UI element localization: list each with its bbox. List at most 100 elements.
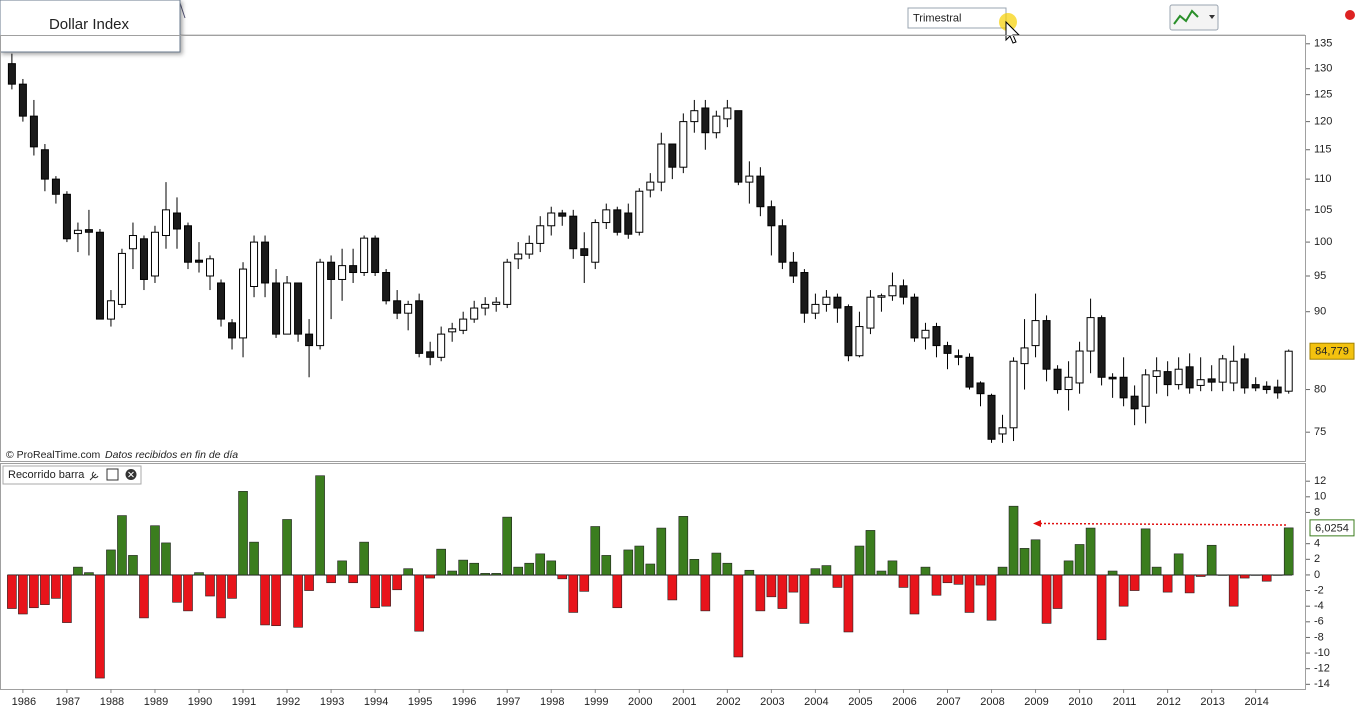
candle-body (987, 394, 996, 440)
bar (414, 574, 424, 632)
x-tick-label: 1989 (144, 696, 168, 708)
candle-body (393, 300, 402, 314)
x-tick-label: 1996 (452, 696, 476, 708)
bar (590, 526, 601, 576)
candle-body (536, 225, 545, 244)
candle-body (1108, 376, 1117, 380)
last-price-tag (1309, 342, 1355, 360)
candle-body (239, 268, 248, 339)
candle-body (635, 190, 644, 233)
bar (843, 574, 854, 633)
indicator-button[interactable] (1169, 4, 1219, 31)
bar (810, 568, 821, 576)
x-tick-label: 1986 (12, 696, 36, 708)
candle-body (525, 242, 534, 255)
title-pin (179, 2, 186, 19)
settings-icon[interactable] (89, 471, 99, 481)
x-tick-label: 2011 (1113, 696, 1137, 708)
candle-body (580, 248, 589, 256)
bar (832, 574, 843, 588)
bar (370, 574, 380, 609)
candle-body (668, 143, 677, 168)
bar (150, 525, 160, 576)
y-tick-label: 110 (1314, 173, 1332, 185)
bar (293, 574, 303, 628)
bar (986, 574, 997, 621)
bar (634, 545, 645, 576)
candle-body (1262, 385, 1271, 391)
candle-body (117, 252, 126, 305)
candle-body (811, 303, 820, 314)
candle-body (547, 212, 556, 227)
bar (95, 574, 105, 679)
candle-body (415, 300, 424, 354)
candle-body (624, 212, 633, 235)
bar (887, 560, 898, 576)
candle-body (734, 110, 743, 183)
bar (1250, 574, 1261, 576)
bar (854, 545, 865, 576)
y-tick-label: 120 (1314, 116, 1332, 128)
plot: 1986 1987 1988 1989 1990 1991 1992 1993 1994 1995… (7, 38, 1355, 708)
bar (183, 574, 193, 612)
bar (62, 574, 72, 623)
candle-body (1229, 360, 1238, 384)
bar (1063, 560, 1074, 576)
y-tick-label: 2 (1314, 553, 1320, 565)
bar (601, 555, 612, 576)
candle-body (84, 229, 93, 233)
candle-body (646, 181, 655, 191)
candle-body (690, 110, 699, 123)
bar (447, 570, 457, 576)
candle-body (844, 306, 853, 357)
bar (1129, 574, 1140, 591)
candle-body (822, 296, 831, 305)
bar (1272, 574, 1283, 576)
window-icon[interactable] (106, 468, 119, 481)
indicator-panel (0, 463, 1306, 690)
bar (1217, 574, 1228, 576)
bar (898, 574, 909, 588)
candle-body (965, 356, 974, 388)
bar (909, 574, 920, 615)
candle-body (998, 427, 1007, 435)
bar (1195, 574, 1206, 577)
bar (1261, 574, 1272, 582)
y-tick-label: -2 (1314, 584, 1324, 596)
candle-body (1141, 374, 1150, 407)
bar (1107, 570, 1118, 576)
bar (920, 566, 931, 576)
bar (249, 541, 259, 576)
candle-body (745, 175, 754, 183)
y-tick-label: 10 (1314, 491, 1326, 503)
candle-body (943, 345, 952, 354)
bar (73, 566, 83, 576)
bar (513, 566, 524, 576)
candle-body (459, 318, 468, 331)
candle-body (62, 193, 71, 240)
y-tick-label: -14 (1314, 678, 1330, 690)
y-tick-label: 115 (1314, 144, 1332, 156)
toolbar (0, 0, 1357, 35)
candle-body (1042, 320, 1051, 370)
candle-body (1207, 378, 1216, 383)
candle-body (514, 253, 523, 260)
candle-body (1284, 350, 1293, 392)
candle-body (910, 296, 919, 339)
bar (777, 574, 788, 609)
y-tick-label: 0 (1314, 569, 1320, 581)
bar (535, 553, 546, 576)
bar (128, 555, 138, 576)
bar (348, 574, 358, 584)
x-tick-label: 1997 (496, 696, 520, 708)
candle-body (172, 212, 181, 230)
x-tick-label: 2012 (1156, 696, 1180, 708)
candle-body (1020, 347, 1029, 365)
candle-body (360, 237, 369, 274)
bar (117, 515, 127, 576)
bar (557, 574, 568, 580)
y-tick-label: 90 (1314, 306, 1326, 318)
bar (689, 559, 700, 576)
candle-body (1119, 376, 1128, 399)
